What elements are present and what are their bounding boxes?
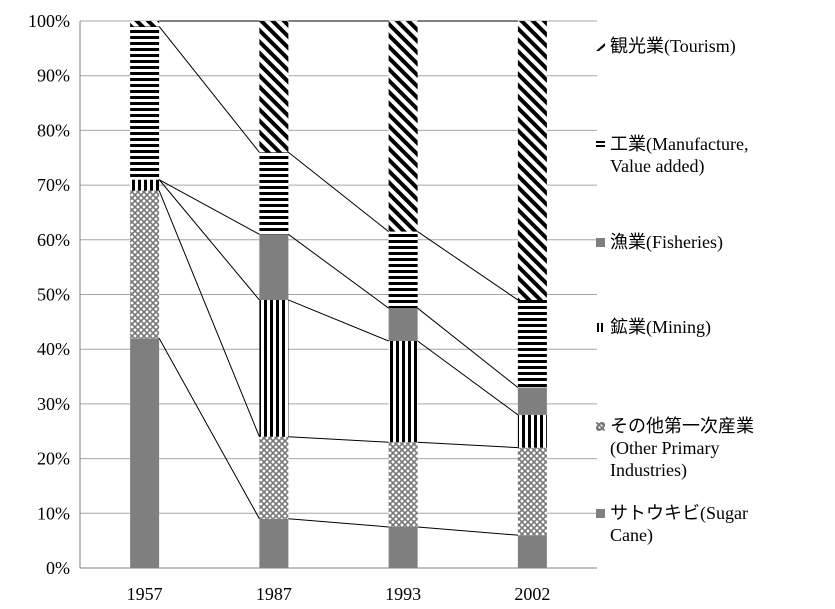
bar-segment [517,299,547,388]
bar-segment [130,338,160,568]
bar-segment [130,26,160,180]
series-line [158,190,260,437]
bar-segment [388,526,418,568]
other-primary-swatch-icon [596,422,605,431]
series-line [417,231,519,301]
bar-segment [388,442,418,527]
bar-segment [517,21,547,300]
series-line [288,518,389,528]
bar-segment [388,231,418,309]
y-tick-label: 90% [37,66,70,86]
series-line [288,436,389,443]
y-tick-label: 100% [28,11,70,31]
series-line [288,299,389,342]
y-tick-label: 20% [37,449,70,469]
bar-segment [259,299,289,437]
legend: 観光業(Tourism) 工業(Manufacture, Value added… [596,0,835,609]
y-tick-label: 50% [37,285,70,305]
bar-segment [517,387,547,415]
manufacture-swatch-icon [596,141,605,147]
series-line [158,338,260,520]
legend-item-manufacture: 工業(Manufacture, Value added) [596,133,748,177]
series-line [158,26,260,153]
bar-segment [259,436,289,519]
x-tick-label: 1987 [256,584,292,604]
legend-label-fisheries: 漁業(Fisheries) [610,232,723,252]
bar-segment [259,152,289,235]
bar-segment [388,21,418,232]
series-line [417,307,519,388]
legend-label-mining: 鉱業(Mining) [610,317,711,337]
x-tick-label: 2002 [514,584,550,604]
series-line [288,151,389,232]
y-tick-label: 60% [37,230,70,250]
legend-item-mining: 鉱業(Mining) [596,316,711,338]
legend-label-tourism: 観光業(Tourism) [610,36,736,56]
series-line [417,526,518,536]
fisheries-swatch-icon [596,238,605,247]
bar-segment [517,535,547,568]
legend-label-manufacture: 工業(Manufacture, Value added) [610,134,749,176]
bar-segment [388,340,418,443]
axes [79,21,597,569]
y-tick-label: 70% [37,175,70,195]
legend-label-other-primary: その他第一次産業 (Other Primary Industries) [610,416,754,480]
legend-item-fisheries: 漁業(Fisheries) [596,231,723,253]
tourism-swatch-icon [596,43,605,51]
y-tick-label: 0% [46,558,70,578]
series-line [288,233,389,309]
bar-segment [517,414,547,448]
bars [130,21,547,568]
bar-segment [517,447,547,536]
y-tick-label: 40% [37,339,70,359]
mining-swatch-icon [597,323,603,332]
bar-segment [259,518,289,568]
legend-item-sugar-cane: サトウキビ(Sugar Cane) [596,502,748,546]
chart-area: 0% 10% 20% 30% 40% 50% 60% 70% 80% 90% 100% 1957 198… [28,11,597,604]
sugar-cane-swatch-icon [596,509,605,518]
series-line [417,340,519,416]
legend-item-other-primary: その他第一次産業 (Other Primary Industries) [596,415,754,481]
y-tick-label: 80% [37,120,70,140]
x-tick-label: 1957 [127,584,163,604]
series-line [158,179,260,301]
bar-segment [388,308,418,341]
bar-segment [130,179,160,191]
legend-item-tourism: 観光業(Tourism) [596,35,736,57]
series-lines [158,20,519,536]
series-line [417,441,518,449]
bar-segment [130,190,160,339]
series-line [158,179,260,235]
y-tick-label: 30% [37,394,70,414]
legend-label-sugar-cane: サトウキビ(Sugar Cane) [610,503,748,545]
x-tick-label: 1993 [385,584,421,604]
tick-labels: 0% 10% 20% 30% 40% 50% 60% 70% 80% 90% 100% 1957 198… [28,11,550,604]
bar-segment [259,21,289,153]
y-tick-label: 10% [37,503,70,523]
bar-segment [259,234,289,300]
stacked-bar-chart: 0% 10% 20% 30% 40% 50% 60% 70% 80% 90% 100% 1957 198… [28,11,597,604]
bar-segment [130,21,160,27]
